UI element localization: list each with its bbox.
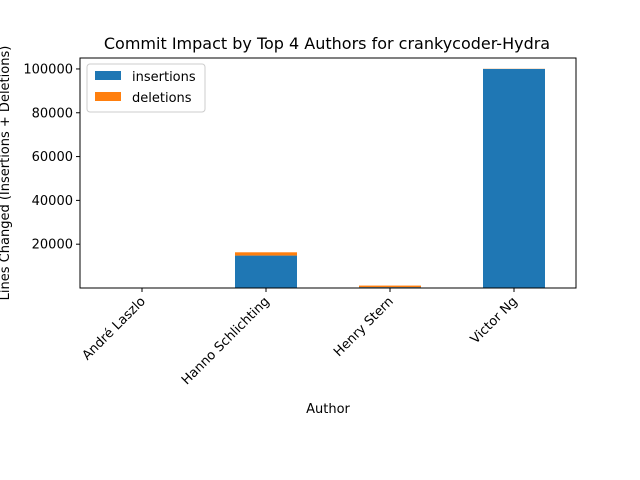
legend-label-deletions: deletions [132, 91, 192, 106]
x-tick-label: Hanno Schlichting [179, 294, 273, 388]
legend-swatch-insertions [95, 71, 121, 80]
legend-swatch-deletions [95, 92, 121, 101]
y-axis: 20000 40000 60000 80000 100000 [23, 62, 80, 253]
plot-frame [79, 57, 577, 289]
y-tick-label: 40000 [32, 194, 73, 209]
bar-deletions-2 [359, 285, 421, 288]
x-tick-label: Victor Ng [468, 294, 521, 347]
y-tick-label: 80000 [32, 106, 73, 121]
y-tick-label: 60000 [32, 150, 73, 165]
chart-title: Commit Impact by Top 4 Authors for crank… [104, 34, 550, 53]
bar-insertions-1 [235, 255, 297, 288]
legend: insertions deletions [86, 63, 206, 113]
y-axis-title: Lines Changed (Insertions + Deletions) [0, 46, 13, 301]
y-tick-label: 100000 [23, 62, 73, 77]
y-tick-label: 20000 [32, 238, 73, 253]
x-axis: André Laszlo Hanno Schlichting Henry Stern… [80, 288, 521, 388]
x-tick-label: Henry Stern [331, 294, 397, 360]
x-axis-title: Author [306, 402, 350, 417]
bars-layer [111, 68, 545, 288]
x-tick-label: André Laszlo [80, 294, 149, 363]
bar-deletions-1 [235, 252, 297, 256]
legend-label-insertions: insertions [132, 70, 196, 85]
bar-insertions-3 [483, 68, 545, 288]
